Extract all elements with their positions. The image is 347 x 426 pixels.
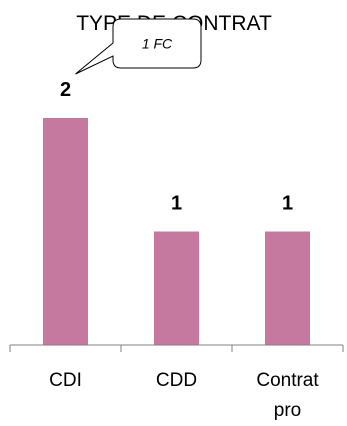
data-labels: 2 1 1 <box>60 79 293 215</box>
callout: 1 FC <box>75 18 202 75</box>
category-labels: CDI CDD Contrat pro <box>49 370 319 421</box>
callout-text: 1 FC <box>142 36 173 52</box>
callout-shape <box>75 18 202 75</box>
data-label: 1 <box>282 193 293 215</box>
bar-cdi <box>43 118 88 345</box>
data-label: 1 <box>171 193 182 215</box>
bar-cdd <box>154 231 199 345</box>
category-label: Contrat pro <box>256 370 319 421</box>
category-label: CDI <box>49 370 82 391</box>
category-label: CDD <box>156 370 197 391</box>
bars-layer <box>43 118 310 345</box>
x-axis-ticks <box>9 345 344 352</box>
bar-contrat-pro <box>265 231 310 345</box>
data-label: 2 <box>60 79 71 101</box>
